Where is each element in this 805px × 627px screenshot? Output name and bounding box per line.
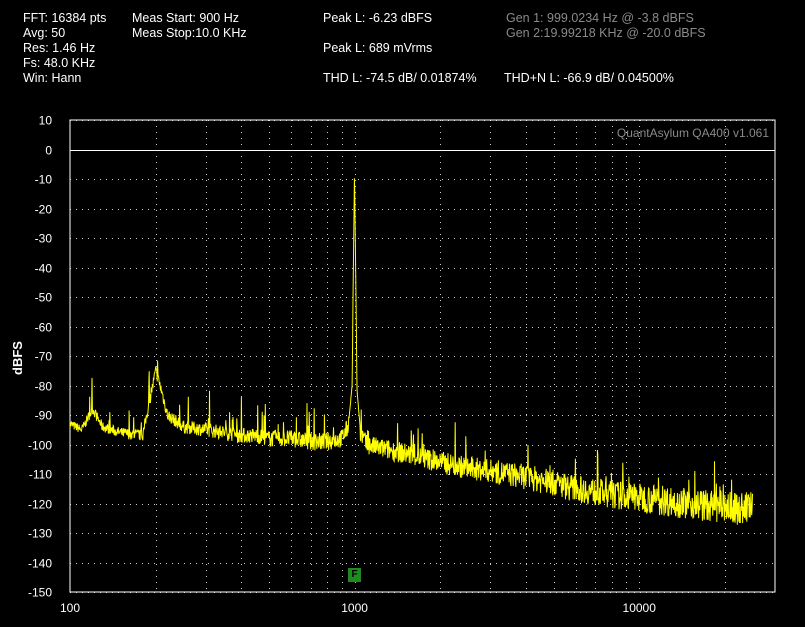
fft-size-text: FFT: 16384 pts (23, 11, 107, 25)
y-tick-label: -50 (35, 291, 53, 305)
y-tick-label: -110 (29, 468, 52, 482)
y-tick-label: 10 (39, 114, 53, 128)
plot-frame (69, 119, 776, 593)
y-tick-label: -120 (28, 498, 52, 512)
spectrum-trace (69, 178, 753, 525)
x-tick-label: 10000 (623, 601, 657, 615)
watermark-text: QuantAsylum QA400 v1.061 (617, 126, 769, 140)
y-tick-label: -40 (35, 262, 53, 276)
y-tick-label: -80 (35, 380, 53, 394)
y-axis-label: dBFS (10, 341, 25, 375)
gen1-text: Gen 1: 999.0234 Hz @ -3.8 dBFS (506, 11, 694, 25)
y-tick-label: -60 (35, 321, 53, 335)
y-tick-label: -130 (28, 527, 52, 541)
y-tick-label: -150 (28, 586, 52, 600)
x-tick-label: 1000 (341, 601, 368, 615)
x-tick-label: 100 (60, 601, 80, 615)
y-tick-label: -20 (35, 203, 53, 217)
meas-stop-text: Meas Stop:10.0 KHz (132, 26, 247, 40)
frequency-marker[interactable]: F (348, 568, 362, 582)
y-tick-label: -140 (28, 557, 52, 571)
thd-text: THD L: -74.5 dB/ 0.01874% (323, 71, 477, 85)
y-tick-label: -70 (35, 350, 53, 364)
y-tick-label: -30 (35, 232, 53, 246)
sample-rate-text: Fs: 48.0 KHz (23, 56, 96, 70)
thdn-text: THD+N L: -66.9 dB/ 0.04500% (504, 71, 674, 85)
resolution-text: Res: 1.46 Hz (23, 41, 96, 55)
y-tick-label: 0 (45, 144, 52, 158)
window-text: Win: Hann (23, 71, 82, 85)
y-tick-label: -90 (35, 409, 53, 423)
peak-dbfs-text: Peak L: -6.23 dBFS (323, 11, 433, 25)
y-tick-label: -100 (28, 439, 52, 453)
averages-text: Avg: 50 (23, 26, 66, 40)
meas-start-text: Meas Start: 900 Hz (132, 11, 239, 25)
gen2-text: Gen 2:19.99218 KHz @ -20.0 dBFS (506, 26, 706, 40)
y-tick-label: -10 (35, 173, 53, 187)
peak-mvrms-text: Peak L: 689 mVrms (323, 41, 433, 55)
